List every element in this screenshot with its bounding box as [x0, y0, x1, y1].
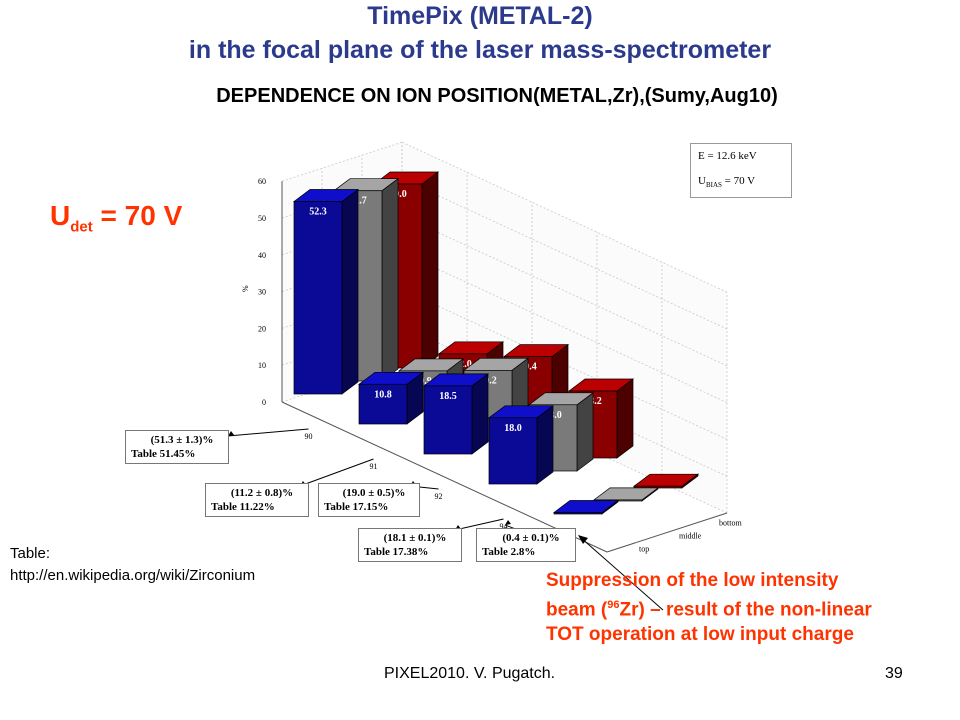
note-arrow [579, 536, 664, 611]
chart-bar: 0.5 [632, 473, 700, 502]
slide-subtitle: in the focal plane of the laser mass-spe… [188, 36, 772, 64]
bar-value-label: 10.8 [374, 389, 392, 400]
suppression-note: Suppression of the low intensity beam (9… [546, 570, 872, 646]
chart-bar: 18.0 [487, 405, 555, 485]
leader-line [227, 428, 309, 437]
z-tick-label: 60 [258, 177, 266, 186]
z-tick-label: 50 [258, 214, 266, 223]
z-tick-label: 10 [258, 361, 266, 370]
chart-bar: 52.3 [292, 188, 360, 395]
z-tick-label: 0 [262, 398, 266, 407]
chart-bar: 10.8 [357, 371, 425, 425]
bar-value-label: 18.5 [439, 391, 457, 402]
bar-value-label: 52.3 [309, 207, 327, 218]
chart-ylabel: % [241, 285, 250, 292]
leader-line [454, 518, 504, 531]
chart-bar: 0.4 [552, 499, 620, 529]
leader-line [299, 458, 374, 487]
leader-arrow [505, 520, 511, 525]
chart-legend-box: E = 12.6 keV UBIAS = 70 V [690, 143, 792, 198]
footer-text: PIXEL2010. V. Pugatch. [384, 665, 556, 682]
chart-bar: 18.5 [422, 373, 490, 455]
bar-value-label: 18.0 [504, 423, 522, 434]
udet-label: Udet = 70 V [50, 200, 183, 236]
series-label: middle [679, 532, 702, 541]
z-tick-label: 20 [258, 324, 266, 333]
legend-energy: E = 12.6 keV [698, 150, 757, 162]
reference-note: Table: http://en.wikipedia.org/wiki/Zirc… [10, 543, 255, 587]
x-tick-label: 90 [305, 432, 313, 441]
page-number: 39 [885, 665, 903, 682]
annotation-box: (18.1 ± 0.1)% Table 17.38% [358, 528, 462, 562]
slide-title: TimePix (METAL-2) [367, 2, 593, 30]
z-tick-label: 30 [258, 288, 266, 297]
legend-ubias: UBIAS = 70 V [698, 175, 756, 190]
leader-arrow [228, 431, 234, 436]
series-label: top [639, 545, 649, 554]
bar-value-label: 0.5 [652, 491, 665, 502]
chart-title: DEPENDENCE ON ION POSITION(METAL,Zr),(Su… [216, 85, 778, 107]
note-arrowhead [578, 535, 588, 544]
bar-value-label: 0.3 [612, 505, 625, 516]
bar-value-label: 0.4 [572, 518, 585, 529]
x-tick-label: 92 [435, 492, 443, 501]
chart-bars: 50.012.019.418.20.551.710.919.218.00.352… [292, 171, 700, 529]
annotation-box: (51.3 ± 1.3)% Table 51.45% [125, 430, 229, 464]
annotation-box: (19.0 ± 0.5)% Table 17.15% [318, 483, 420, 517]
reference-link[interactable]: http://en.wikipedia.org/wiki/Zirconium [10, 567, 256, 584]
annotation-box: (11.2 ± 0.8)% Table 11.22% [205, 483, 309, 517]
annotation-box: (0.4 ± 0.1)% Table 2.8% [476, 528, 576, 562]
x-tick-label: 94 [500, 522, 508, 531]
x-tick-label: 91 [370, 462, 378, 471]
series-label: bottom [719, 519, 742, 528]
z-tick-label: 40 [258, 251, 266, 260]
